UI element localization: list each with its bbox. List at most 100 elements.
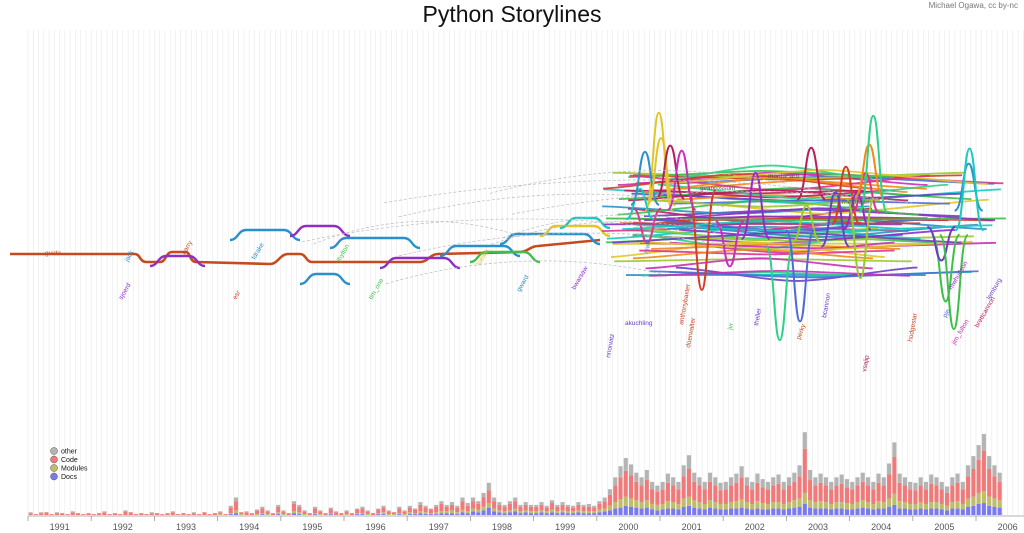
commit-bar-segment <box>476 512 481 515</box>
commit-bar-segment <box>839 508 844 515</box>
storyline-connector <box>398 193 725 218</box>
commit-bar-segment <box>244 511 249 513</box>
storyline <box>439 244 521 258</box>
commit-bar-segment <box>33 514 38 515</box>
commit-bar-segment <box>302 510 307 512</box>
commit-bar-segment <box>281 514 286 515</box>
commit-bar-segment <box>576 512 581 515</box>
commit-bar-segment <box>739 466 744 478</box>
commit-bar-segment <box>934 485 939 503</box>
commit-bar-segment <box>744 485 749 503</box>
commit-bar-segment <box>987 456 992 469</box>
developer-name-label: theller <box>753 307 763 326</box>
commit-bar-segment <box>291 513 296 515</box>
commit-bar-segment <box>318 511 323 515</box>
commit-bar-segment <box>671 502 676 509</box>
commit-bar-segment <box>534 513 539 515</box>
commit-bar-segment <box>966 498 971 507</box>
commit-bar-segment <box>212 513 217 515</box>
commit-bar-segment <box>444 511 449 514</box>
commit-bar-segment <box>497 502 502 505</box>
commit-bar-segment <box>355 509 360 514</box>
commit-bar-segment <box>992 476 997 499</box>
legend-label: Code <box>61 457 78 464</box>
commit-bar-segment <box>850 503 855 510</box>
commit-bar-segment <box>844 503 849 510</box>
commit-bar-segment <box>987 505 992 515</box>
storyline-spike <box>686 189 717 291</box>
commit-bar-segment <box>70 511 75 513</box>
commit-bar-segment <box>802 492 807 504</box>
storyline-guido <box>10 238 601 266</box>
commit-bar-segment <box>702 509 707 515</box>
commit-bar-segment <box>471 508 476 512</box>
storyline-spike <box>655 144 686 200</box>
commit-bar-segment <box>734 501 739 509</box>
commit-bar-segment <box>950 485 955 503</box>
commit-bar-segment <box>634 481 639 501</box>
commit-bar-segment <box>592 505 597 508</box>
commit-bar-segment <box>218 512 223 515</box>
commit-bar-segment <box>887 474 892 499</box>
commit-bar-segment <box>534 511 539 514</box>
commit-bar-segment <box>797 506 802 515</box>
legend-swatch <box>50 447 58 455</box>
commit-bar-segment <box>133 514 138 515</box>
commit-bar-segment <box>181 513 186 515</box>
commit-bar-segment <box>808 469 813 481</box>
commit-bar-segment <box>792 500 797 508</box>
commit-bar-segment <box>281 510 286 512</box>
commit-bar-segment <box>455 514 460 515</box>
commit-bar-segment <box>665 473 670 483</box>
commit-bar-segment <box>460 497 465 502</box>
year-label: 2006 <box>998 522 1018 532</box>
commit-bar-segment <box>708 472 713 482</box>
commit-bar-segment <box>966 506 971 515</box>
storyline-connector <box>384 179 844 204</box>
commit-bar-segment <box>902 485 907 503</box>
commit-bar-segment <box>887 498 892 507</box>
commit-bar-segment <box>360 514 365 515</box>
commit-bar-segment <box>860 500 865 508</box>
commit-bar-segment <box>892 442 897 458</box>
commit-bar-segment <box>376 508 381 510</box>
commit-bar-segment <box>355 508 360 510</box>
commit-bar-segment <box>218 514 223 515</box>
commit-bar-segment <box>418 511 423 514</box>
commit-bar-segment <box>955 482 960 502</box>
commit-bar-segment <box>318 510 323 512</box>
commit-bar-segment <box>118 514 123 515</box>
storyline-connector <box>302 218 687 243</box>
commit-bar-segment <box>544 505 549 508</box>
commit-bar-segment <box>402 511 407 515</box>
storyline <box>645 257 873 270</box>
storyline-spike <box>785 229 815 323</box>
storyline <box>670 164 873 180</box>
commit-bar-segment <box>650 481 655 490</box>
commit-bar-segment <box>334 511 339 513</box>
commit-bar-segment <box>228 514 233 515</box>
commit-bar-segment <box>328 514 333 515</box>
commit-bar-segment <box>913 503 918 510</box>
developer-name-label: brettcannon <box>974 295 997 329</box>
commit-bar-segment <box>644 507 649 515</box>
commit-bar-segment <box>318 514 323 515</box>
commit-bar-segment <box>502 511 507 514</box>
commit-bar-segment <box>765 481 770 490</box>
commit-bar-segment <box>202 512 207 515</box>
commit-bar-segment <box>481 510 486 515</box>
commit-bar-segment <box>592 513 597 515</box>
commit-bar-segment <box>586 503 591 507</box>
storyline <box>469 250 541 264</box>
commit-bar-segment <box>449 510 454 514</box>
commit-bar-segment <box>945 510 950 515</box>
commit-bar-segment <box>992 498 997 507</box>
storyline <box>626 229 884 240</box>
commit-bar-segment <box>270 513 275 515</box>
developer-name-label: mwh <box>643 239 652 254</box>
commit-bar-segment <box>692 481 697 501</box>
commit-bar-segment <box>960 481 965 490</box>
storyline <box>667 215 928 220</box>
commit-bar-segment <box>234 513 239 515</box>
storyline <box>657 183 949 200</box>
